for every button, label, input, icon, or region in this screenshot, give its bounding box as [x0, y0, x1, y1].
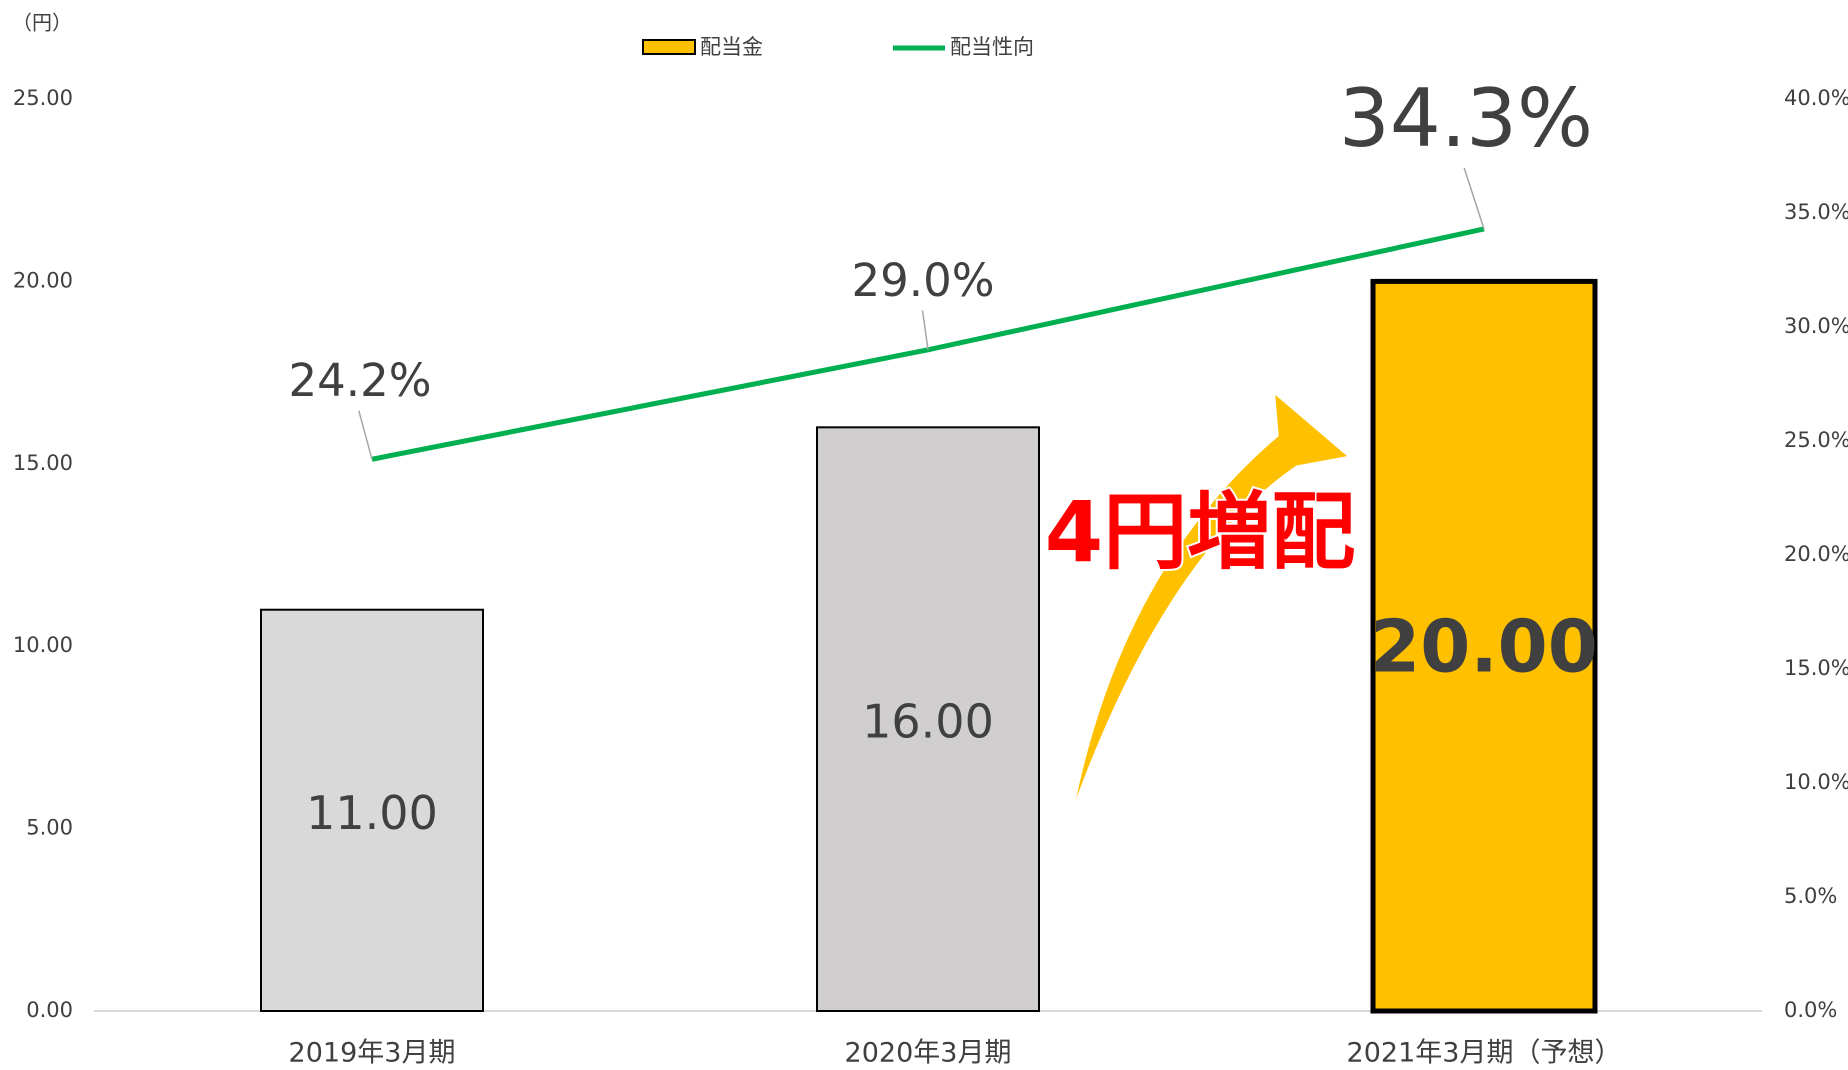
y2-tick-label: 35.0%: [1784, 200, 1848, 224]
y-tick-label: 0.00: [26, 998, 73, 1022]
bar: [816, 426, 1040, 1012]
y-tick-label: 20.00: [13, 268, 73, 292]
x-tick-label: 2020年3月期: [845, 1038, 1012, 1069]
y2-tick-label: 30.0%: [1784, 314, 1848, 338]
bar-value-label: 20.00: [1370, 605, 1598, 689]
y-tick-label: 25.00: [13, 86, 73, 110]
y2-tick-label: 20.0%: [1784, 542, 1848, 566]
legend-swatch: [642, 39, 696, 55]
bar: [1370, 278, 1598, 1014]
annotation: 4円増配: [1045, 483, 1355, 581]
y-unit-label: （円）: [12, 11, 72, 35]
bar: [260, 608, 484, 1012]
bar-value-label: 16.00: [862, 695, 994, 749]
y-tick-label: 10.00: [13, 633, 73, 657]
y2-tick-label: 5.0%: [1784, 884, 1837, 908]
leader-line: [921, 310, 929, 350]
x-tick-label: 2021年3月期（予想）: [1347, 1038, 1622, 1069]
y2-tick-label: 25.0%: [1784, 428, 1848, 452]
y-tick-label: 15.00: [13, 451, 73, 475]
arrow: [1076, 394, 1348, 800]
y-tick-label: 5.00: [26, 816, 73, 840]
bar-value-label: 11.00: [306, 786, 438, 840]
line-value-label: 24.2%: [289, 354, 432, 407]
leader-line: [358, 410, 373, 460]
y2-tick-label: 0.0%: [1784, 998, 1837, 1022]
y2-tick-label: 10.0%: [1784, 770, 1848, 794]
legend-label: 配当性向: [950, 35, 1034, 59]
y2-tick-label: 15.0%: [1784, 656, 1848, 680]
y2-tick-label: 40.0%: [1784, 86, 1848, 110]
line-value-label: 34.3%: [1339, 72, 1593, 165]
legend-label: 配当金: [700, 35, 763, 59]
x-tick-label: 2019年3月期: [289, 1038, 456, 1069]
leader-line: [1463, 167, 1485, 230]
line-value-label: 29.0%: [852, 254, 995, 307]
